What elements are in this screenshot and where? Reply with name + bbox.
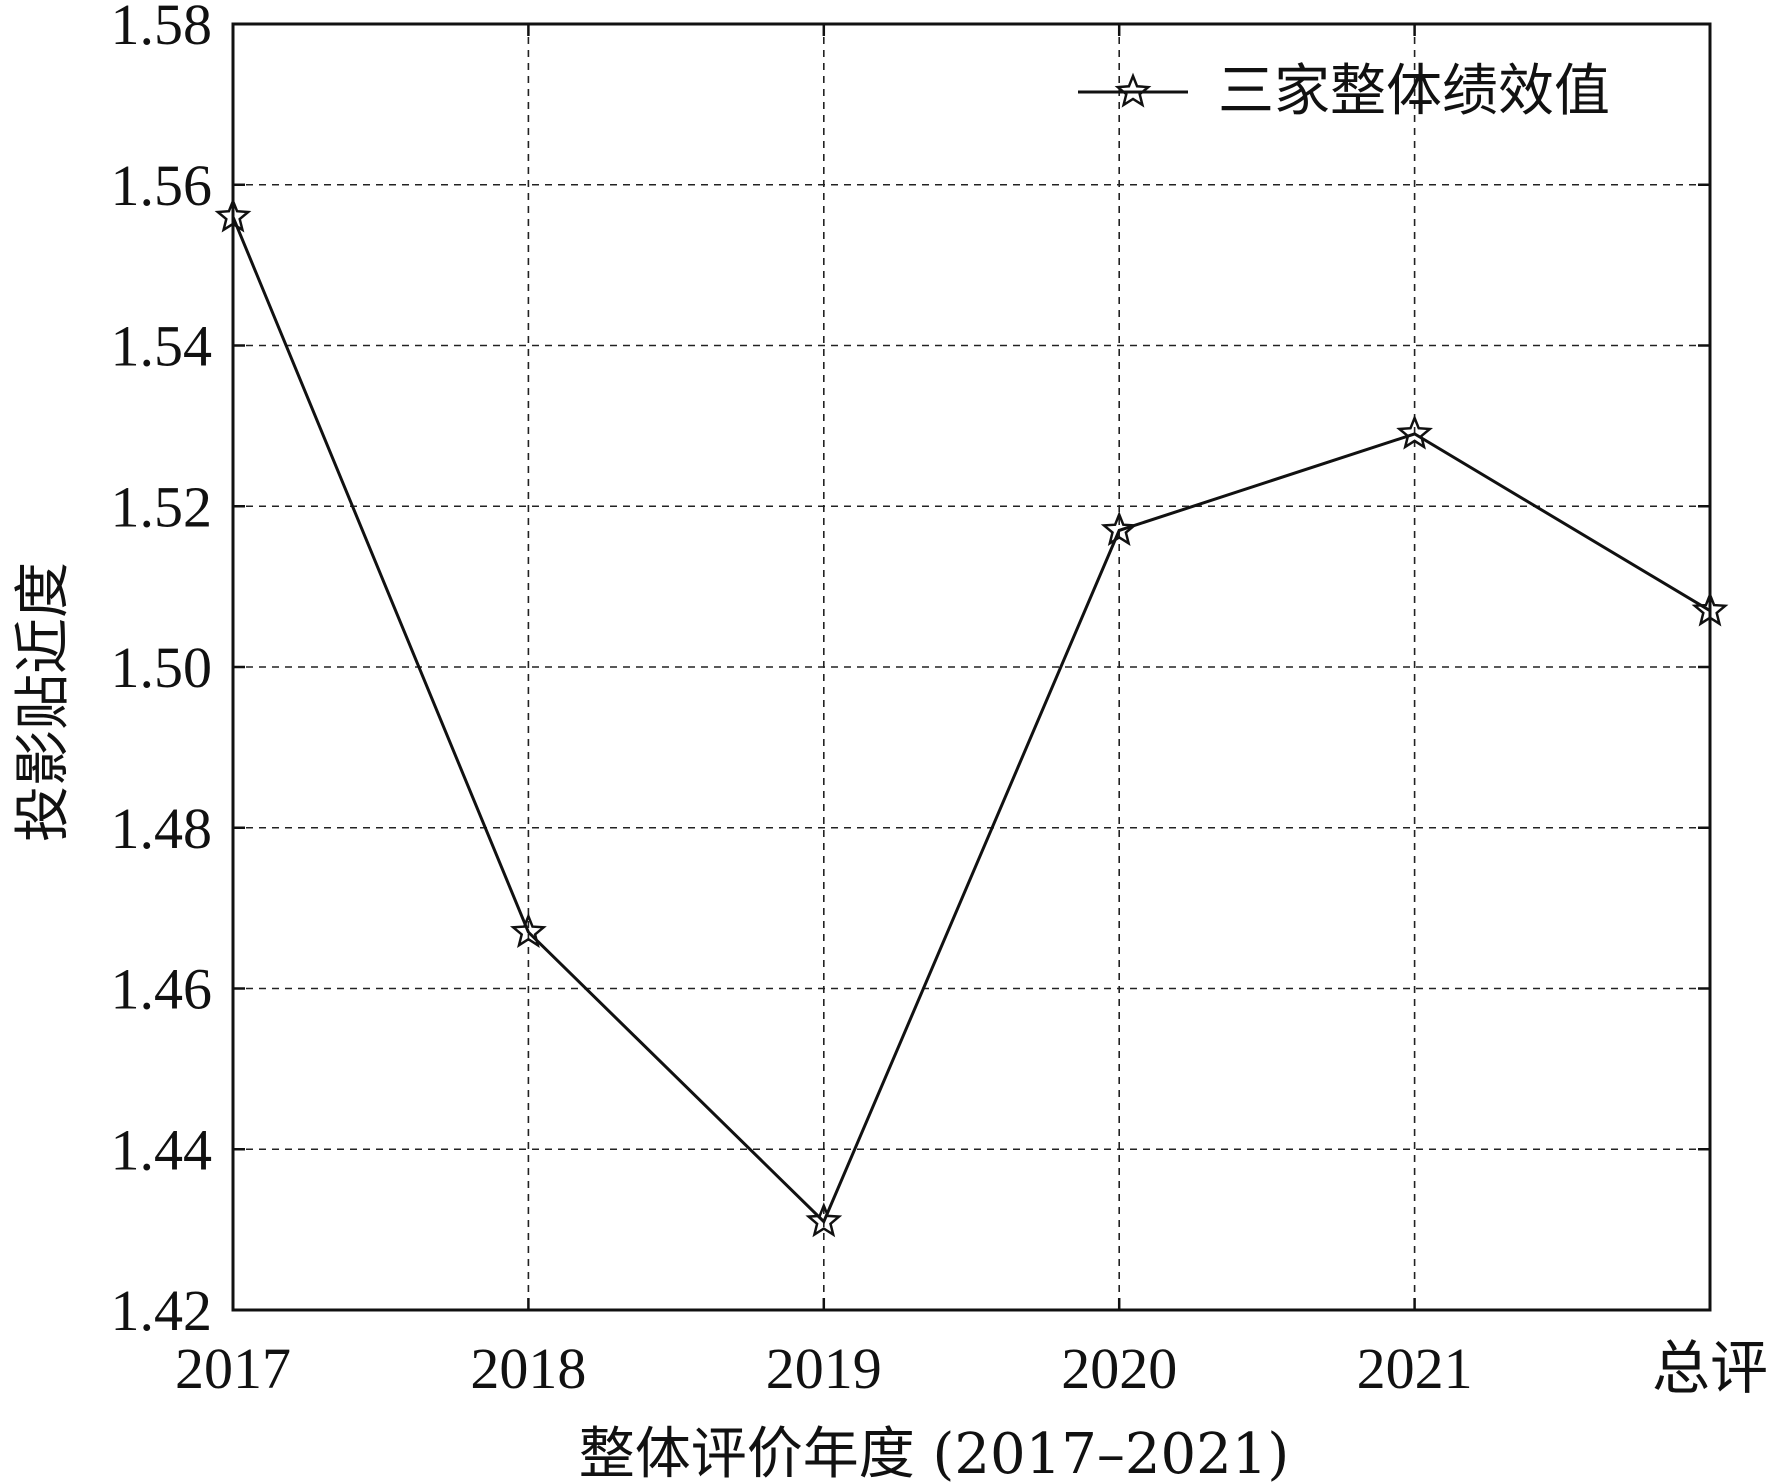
x-axis-title: 整体评价年度 (2017–2021) bbox=[579, 1422, 1290, 1484]
series bbox=[214, 197, 1729, 1238]
legend: 三家整体绩效值 bbox=[1078, 59, 1610, 124]
axis-ticks bbox=[231, 22, 1712, 1312]
legend-label: 三家整体绩效值 bbox=[1218, 59, 1610, 124]
y-tick-label: 1.50 bbox=[111, 635, 213, 700]
x-tick-label: 2018 bbox=[470, 1336, 586, 1401]
data-point-star bbox=[1100, 511, 1138, 547]
y-axis-title: 投影贴近度 bbox=[11, 562, 76, 842]
x-tick-label: 2021 bbox=[1357, 1336, 1473, 1401]
grid bbox=[233, 24, 1710, 1310]
data-point-star bbox=[805, 1202, 843, 1238]
tick-labels: 1.42 1.44 1.46 1.48 1.50 1.52 1.54 1.56 1.58 2017… bbox=[111, 0, 1769, 1401]
y-tick-label: 1.54 bbox=[111, 314, 213, 379]
data-point-star bbox=[1691, 591, 1729, 627]
legend-star-marker bbox=[1114, 72, 1152, 108]
y-tick-label: 1.58 bbox=[111, 0, 213, 57]
x-tick-label: 2019 bbox=[766, 1336, 882, 1401]
x-tick-label: 2020 bbox=[1061, 1336, 1177, 1401]
y-tick-label: 1.52 bbox=[111, 474, 213, 539]
y-tick-label: 1.56 bbox=[111, 153, 213, 218]
data-point-star bbox=[214, 197, 252, 233]
y-tick-label: 1.48 bbox=[111, 796, 213, 861]
data-point-star bbox=[1396, 414, 1433, 450]
series-line bbox=[231, 216, 1711, 1225]
y-tick-label: 1.46 bbox=[111, 957, 213, 1022]
x-tick-label: 总评 bbox=[1652, 1336, 1768, 1401]
y-tick-label: 1.44 bbox=[111, 1117, 213, 1182]
data-point-star bbox=[509, 912, 547, 948]
y-tick-label: 1.42 bbox=[111, 1278, 213, 1343]
x-tick-label: 2017 bbox=[175, 1336, 291, 1401]
